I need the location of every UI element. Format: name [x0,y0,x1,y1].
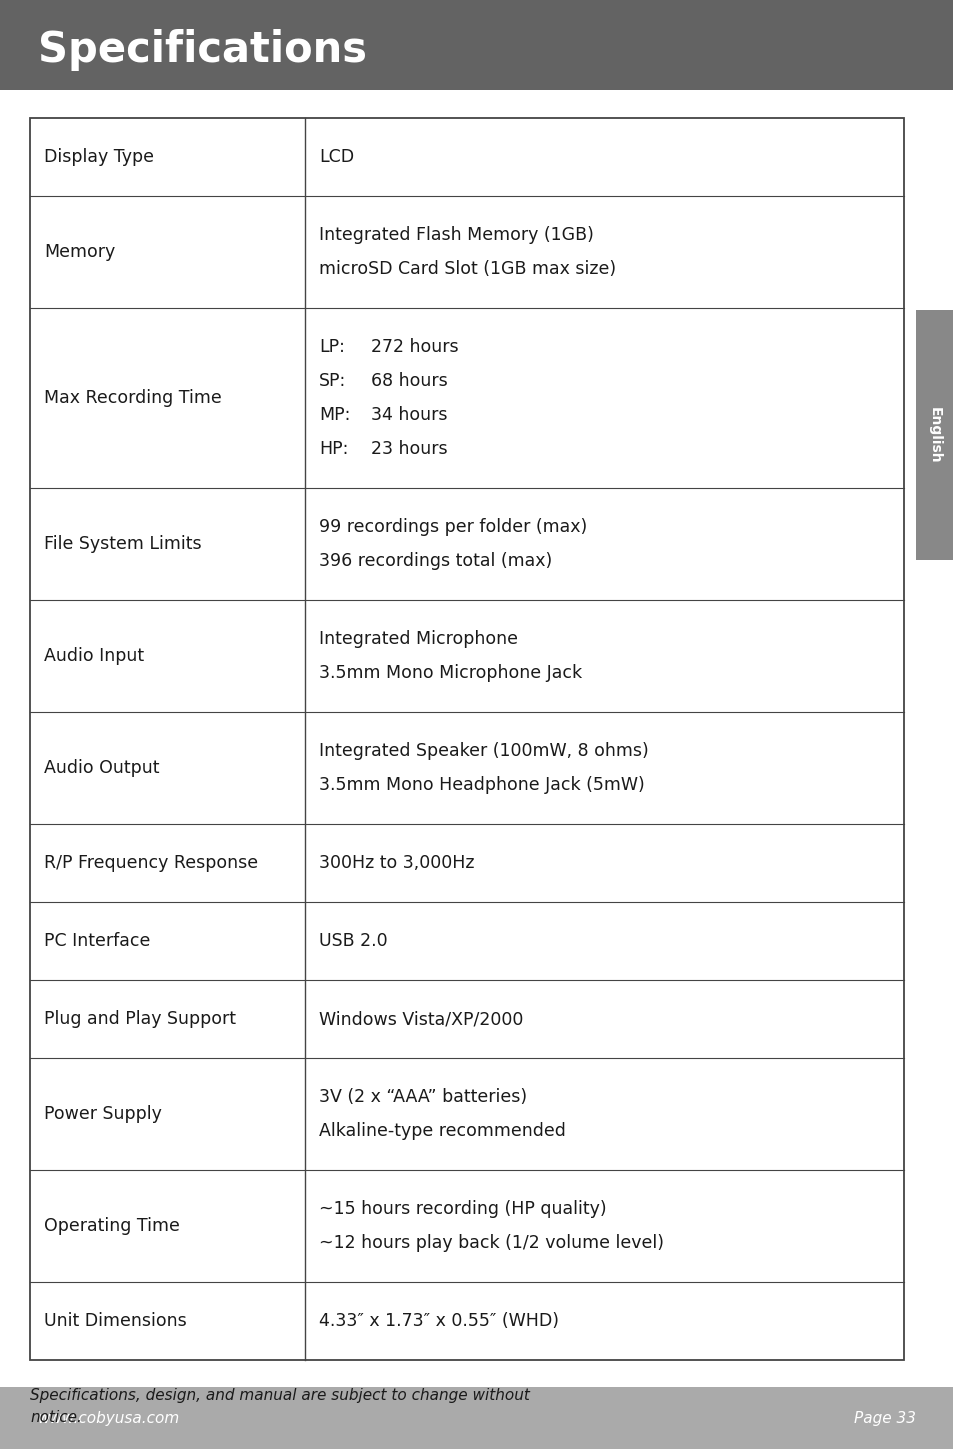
Text: PC Interface: PC Interface [44,932,151,951]
Text: 3.5mm Mono Headphone Jack (5mW): 3.5mm Mono Headphone Jack (5mW) [319,777,644,794]
Bar [915,310,953,559]
Text: Display Type: Display Type [44,148,153,167]
Text: LP:: LP: [319,338,345,356]
Text: Alkaline-type recommended: Alkaline-type recommended [319,1122,565,1140]
Text: 99 recordings per folder (max): 99 recordings per folder (max) [319,517,587,536]
Text: www.cobyusa.com: www.cobyusa.com [38,1410,180,1426]
Text: 23 hours: 23 hours [371,440,448,458]
Text: 3V (2 x “AAA” batteries): 3V (2 x “AAA” batteries) [319,1088,527,1106]
Text: Max Recording Time: Max Recording Time [44,388,221,407]
Text: English: English [927,407,941,464]
Text: Memory: Memory [44,243,115,261]
Bar [0,1387,953,1449]
Text: Audio Output: Audio Output [44,759,159,777]
Text: Windows Vista/XP/2000: Windows Vista/XP/2000 [319,1010,523,1027]
Text: USB 2.0: USB 2.0 [319,932,388,951]
Text: 3.5mm Mono Microphone Jack: 3.5mm Mono Microphone Jack [319,664,582,682]
Text: Operating Time: Operating Time [44,1217,180,1235]
Text: ~15 hours recording (HP quality): ~15 hours recording (HP quality) [319,1200,606,1219]
Text: SP:: SP: [319,372,346,390]
Text: Integrated Flash Memory (1GB): Integrated Flash Memory (1GB) [319,226,594,243]
Text: 4.33″ x 1.73″ x 0.55″ (WHD): 4.33″ x 1.73″ x 0.55″ (WHD) [319,1311,558,1330]
Text: 300Hz to 3,000Hz: 300Hz to 3,000Hz [319,853,475,872]
Text: File System Limits: File System Limits [44,535,201,554]
Text: Integrated Speaker (100mW, 8 ohms): Integrated Speaker (100mW, 8 ohms) [319,742,648,759]
Text: 34 hours: 34 hours [371,406,447,425]
Text: Unit Dimensions: Unit Dimensions [44,1311,187,1330]
Text: Specifications: Specifications [38,29,367,71]
Text: 68 hours: 68 hours [371,372,448,390]
Text: LCD: LCD [319,148,355,167]
Bar [0,0,953,90]
Text: microSD Card Slot (1GB max size): microSD Card Slot (1GB max size) [319,259,616,278]
Text: Page 33: Page 33 [853,1410,915,1426]
Text: 272 hours: 272 hours [371,338,458,356]
Text: Power Supply: Power Supply [44,1106,162,1123]
Text: Audio Input: Audio Input [44,648,144,665]
Text: Plug and Play Support: Plug and Play Support [44,1010,235,1027]
Text: HP:: HP: [319,440,348,458]
Text: Integrated Microphone: Integrated Microphone [319,630,517,648]
Text: ~12 hours play back (1/2 volume level): ~12 hours play back (1/2 volume level) [319,1235,663,1252]
Text: 396 recordings total (max): 396 recordings total (max) [319,552,552,569]
Text: R/P Frequency Response: R/P Frequency Response [44,853,258,872]
Text: Specifications, design, and manual are subject to change without
notice.: Specifications, design, and manual are s… [30,1388,529,1426]
Bar [30,117,903,1361]
Text: MP:: MP: [319,406,351,425]
